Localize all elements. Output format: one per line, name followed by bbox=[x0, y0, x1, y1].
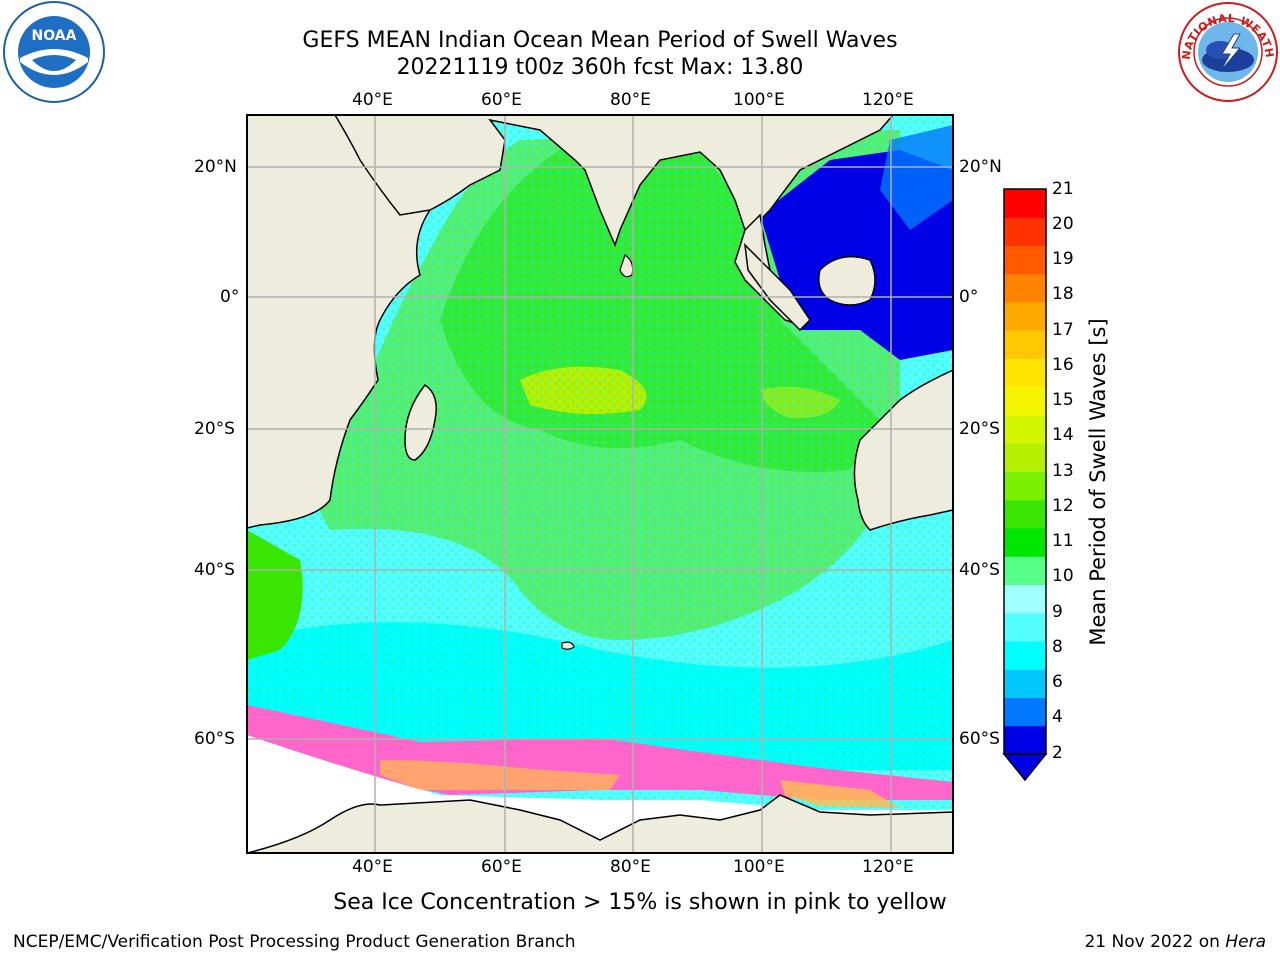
colorbar-segment bbox=[1004, 641, 1046, 670]
land-srilanka bbox=[619, 254, 634, 278]
colorbar-segment bbox=[1004, 697, 1046, 727]
colorbar-label: Mean Period of Swell Waves [s] bbox=[1086, 318, 1110, 646]
colorbar-tick-16: 16 bbox=[1052, 355, 1074, 375]
sea-ice-orange bbox=[380, 760, 620, 790]
colorbar-tick-4: 4 bbox=[1052, 707, 1063, 727]
lon-label-bottom-80E: 80°E bbox=[610, 857, 651, 877]
colorbar-segment bbox=[1004, 584, 1046, 614]
swell-green-west bbox=[247, 530, 303, 660]
colorbar-tick-8: 8 bbox=[1052, 637, 1063, 657]
lat-label-right-20S: 20°S bbox=[959, 419, 1000, 439]
lon-label-bottom-60E: 60°E bbox=[481, 857, 522, 877]
colorbar-segment bbox=[1004, 725, 1046, 755]
colorbar-tick-10: 10 bbox=[1052, 566, 1074, 586]
lat-label-left-60S: 60°S bbox=[194, 729, 235, 749]
colorbar-tick-9: 9 bbox=[1052, 602, 1063, 622]
swell-lightblue-seasia bbox=[880, 125, 953, 230]
colorbar-segment bbox=[1004, 471, 1046, 501]
colorbar-segment bbox=[1004, 669, 1046, 698]
colorbar-segment bbox=[1004, 358, 1046, 388]
colorbar-tick-18: 18 bbox=[1052, 284, 1074, 304]
colorbar-segment bbox=[1004, 499, 1046, 529]
colorbar bbox=[1004, 189, 1046, 755]
colorbar-tick-19: 19 bbox=[1052, 249, 1074, 269]
lon-label-bottom-100E: 100°E bbox=[733, 857, 785, 877]
sea-ice-note: Sea Ice Concentration > 15% is shown in … bbox=[333, 890, 947, 915]
lat-label-right-0: 0° bbox=[959, 287, 979, 307]
lat-label-left-40S: 40°S bbox=[194, 560, 235, 580]
lon-label-top-100E: 100°E bbox=[733, 90, 785, 110]
map-title: GEFS MEAN Indian Ocean Mean Period of Sw… bbox=[302, 28, 898, 53]
gridlines bbox=[247, 115, 953, 853]
land-antarctica bbox=[247, 794, 953, 853]
colorbar-tick-21: 21 bbox=[1052, 179, 1074, 199]
lat-label-left-0: 0° bbox=[220, 287, 240, 307]
colorbar-segment bbox=[1004, 189, 1046, 218]
land-madagascar bbox=[404, 383, 437, 461]
colorbar-tick-20: 20 bbox=[1052, 214, 1074, 234]
footer-credit: NCEP/EMC/Verification Post Processing Pr… bbox=[13, 932, 576, 952]
colorbar-tick-2: 2 bbox=[1052, 743, 1063, 763]
colorbar-segment bbox=[1004, 386, 1046, 416]
colorbar-tick-11: 11 bbox=[1052, 531, 1074, 551]
land-borneo bbox=[818, 255, 876, 306]
colorbar-tick-13: 13 bbox=[1052, 461, 1074, 481]
lat-label-left-20S: 20°S bbox=[194, 419, 235, 439]
land-kerguelen bbox=[561, 641, 575, 650]
nws-logo: NATIONAL WEATHER SERVICE bbox=[1176, 0, 1278, 102]
colorbar-segment bbox=[1004, 217, 1046, 246]
noaa-logo: NOAA bbox=[3, 1, 105, 103]
colorbar-tick-6: 6 bbox=[1052, 672, 1063, 692]
footer-date: 21 Nov 2022 on Hera bbox=[1084, 932, 1266, 952]
colorbar-frame bbox=[1003, 188, 1047, 755]
lat-label-right-60S: 60°S bbox=[959, 729, 1000, 749]
colorbar-extend-arrow bbox=[1002, 753, 1048, 782]
lon-label-top-120E: 120°E bbox=[862, 90, 914, 110]
colorbar-segment bbox=[1004, 273, 1046, 303]
colorbar-tick-17: 17 bbox=[1052, 320, 1074, 340]
footer-date-text: 21 Nov 2022 on bbox=[1084, 932, 1226, 952]
colorbar-tick-14: 14 bbox=[1052, 425, 1074, 445]
land-australia bbox=[853, 369, 953, 531]
lon-label-bottom-120E: 120°E bbox=[862, 857, 914, 877]
map-area bbox=[247, 115, 953, 853]
colorbar-segment bbox=[1004, 443, 1046, 472]
colorbar-segment bbox=[1004, 330, 1046, 359]
lon-label-top-60E: 60°E bbox=[481, 90, 522, 110]
map-subtitle: 20221119 t00z 360h fcst Max: 13.80 bbox=[396, 55, 804, 80]
colorbar-segment bbox=[1004, 612, 1046, 642]
lat-label-right-20N: 20°N bbox=[959, 157, 1002, 177]
lon-label-top-80E: 80°E bbox=[610, 90, 651, 110]
colorbar-segment bbox=[1004, 302, 1046, 331]
lat-label-right-40S: 40°S bbox=[959, 560, 1000, 580]
noaa-logo-text: NOAA bbox=[32, 28, 77, 44]
lon-label-top-40E: 40°E bbox=[352, 90, 393, 110]
lat-label-left-20N: 20°N bbox=[194, 157, 237, 177]
colorbar-segment bbox=[1004, 415, 1046, 444]
sea-ice-orange-2 bbox=[780, 780, 900, 808]
footer-machine: Hera bbox=[1225, 932, 1266, 952]
colorbar-segment bbox=[1004, 556, 1046, 585]
lon-label-bottom-40E: 40°E bbox=[352, 857, 393, 877]
colorbar-segment bbox=[1004, 528, 1046, 557]
colorbar-tick-15: 15 bbox=[1052, 390, 1074, 410]
colorbar-tick-12: 12 bbox=[1052, 496, 1074, 516]
colorbar-segment bbox=[1004, 245, 1046, 275]
map-frame bbox=[246, 114, 954, 854]
